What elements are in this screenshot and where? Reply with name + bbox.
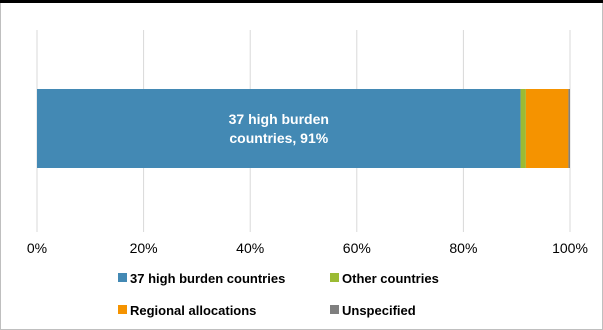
bar-segment bbox=[520, 89, 526, 168]
legend-swatch bbox=[330, 273, 339, 282]
top-border bbox=[0, 0, 603, 3]
legend-swatch bbox=[330, 305, 339, 314]
legend-label: Regional allocations bbox=[130, 303, 256, 318]
data-label: countries, 91% bbox=[229, 130, 328, 146]
legend: 37 high burden countries Other countries R… bbox=[118, 271, 439, 318]
gridlines bbox=[36, 30, 571, 232]
data-label: 37 high burden bbox=[229, 111, 329, 127]
legend-swatch bbox=[118, 273, 127, 282]
x-tick-label: 20% bbox=[130, 240, 158, 256]
legend-label: Other countries bbox=[342, 271, 439, 286]
x-tick-label: 100% bbox=[552, 240, 588, 256]
bar-segment bbox=[568, 89, 570, 168]
x-axis-ticks: 0% 20% 40% 60% 80% 100% bbox=[27, 240, 588, 256]
x-tick-label: 0% bbox=[27, 240, 47, 256]
x-tick-label: 80% bbox=[449, 240, 477, 256]
legend-swatch bbox=[118, 305, 127, 314]
x-tick-label: 40% bbox=[236, 240, 264, 256]
bar-segment bbox=[37, 89, 521, 168]
bar-segment bbox=[525, 89, 569, 168]
legend-label: 37 high burden countries bbox=[130, 271, 285, 286]
x-tick-label: 60% bbox=[343, 240, 371, 256]
bar-segments bbox=[37, 89, 570, 168]
legend-label: Unspecified bbox=[342, 303, 416, 318]
bar-labels: 37 high burden countries, 91% bbox=[229, 111, 329, 146]
